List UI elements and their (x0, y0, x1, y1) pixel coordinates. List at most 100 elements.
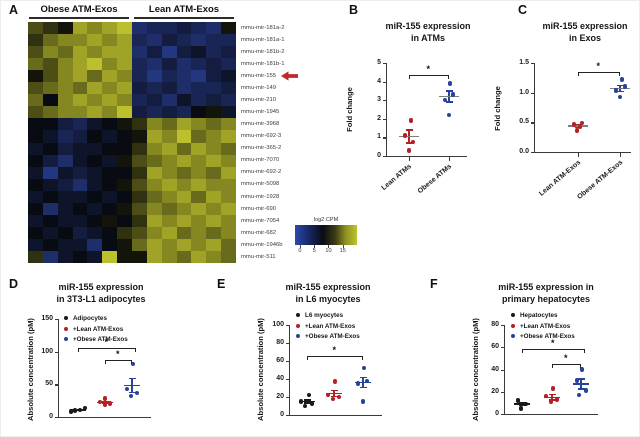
heatmap-cell (191, 214, 207, 228)
heatmap-row-label: mmu-mir-181a-2 (241, 24, 285, 31)
significance-bracket (522, 349, 585, 354)
heatmap-cell (72, 118, 88, 131)
heatmap-cell (132, 166, 148, 180)
heatmap-cell (117, 106, 133, 119)
colorbar-tick-label: 0 (298, 248, 302, 254)
heatmap-cell (221, 106, 237, 119)
error-bar-cap-top (359, 377, 367, 379)
mean-line (326, 392, 342, 395)
data-point (406, 148, 412, 153)
heatmap-cell (57, 250, 74, 264)
panel-c-title: miR-155 expression in Exos (490, 21, 639, 44)
x-axis-line (386, 156, 467, 158)
heatmap-cell (57, 238, 74, 252)
heatmap-cell (206, 214, 222, 228)
heatmap-cell (221, 118, 237, 131)
heatmap-cell (42, 214, 59, 228)
heatmap-cell (117, 34, 133, 47)
heatmap-cell (117, 202, 133, 216)
y-tick (285, 325, 289, 327)
heatmap-cell (146, 190, 163, 204)
heatmap-cell (102, 118, 118, 131)
x-group-label: Lean ATM-Exos (538, 159, 583, 198)
heatmap-cell (87, 238, 103, 252)
y-tick-label: 0.0 (519, 148, 529, 155)
y-tick (382, 137, 386, 139)
heatmap-cell (42, 190, 59, 204)
y-tick-label: 20 (276, 393, 284, 400)
heatmap-cell (161, 214, 178, 228)
panel-label-c: C (518, 3, 528, 17)
y-tick-label: 3 (377, 96, 381, 104)
heatmap-cell (102, 214, 118, 228)
heatmap-cell (28, 178, 44, 192)
heatmap-cell (87, 46, 103, 59)
heatmap-cell (28, 166, 44, 180)
colorbar-title: log2 CPM (313, 217, 339, 223)
heatmap-cell (57, 46, 74, 59)
y-tick (530, 63, 534, 65)
data-point (298, 399, 304, 404)
data-point (622, 84, 628, 90)
heatmap-cell (146, 238, 163, 252)
heatmap-cell (132, 106, 148, 119)
legend-label: +Obese ATM-Exos (520, 333, 575, 340)
heatmap-cell (221, 70, 237, 83)
y-tick (500, 369, 504, 371)
heatmap-group-lean-underline (134, 16, 234, 19)
heatmap-cell (206, 22, 222, 35)
heatmap-row-label: mmu-mir-1928 (241, 193, 280, 200)
heatmap-row-label: mmu-mir-210 (241, 97, 277, 104)
data-point (68, 409, 74, 415)
y-tick-label: 2 (377, 114, 381, 122)
mean-line (544, 396, 560, 399)
panel-b-title-line2: in ATMs (411, 32, 445, 43)
significance-bracket (78, 348, 136, 353)
heatmap-cell (132, 190, 148, 204)
y-axis-line (534, 63, 536, 153)
heatmap-cell (87, 118, 103, 131)
heatmap-cell (132, 22, 148, 35)
mean-line (299, 400, 315, 403)
heatmap-cell (221, 58, 237, 71)
y-tick-label: 4 (377, 77, 381, 85)
heatmap-cell (206, 202, 222, 216)
heatmap-cell (57, 82, 74, 95)
heatmap-cell (132, 82, 148, 95)
data-point (619, 77, 625, 82)
mean-line (514, 403, 530, 405)
heatmap-cell (87, 142, 103, 156)
heatmap-cell (146, 118, 163, 131)
data-point (361, 365, 367, 371)
heatmap-cell (57, 118, 74, 131)
heatmap-cell (146, 22, 163, 35)
y-tick-label: 0 (49, 413, 53, 420)
heatmap-cell (206, 82, 222, 95)
heatmap-cell (146, 34, 163, 47)
heatmap-cell (176, 34, 192, 47)
heatmap-cell (221, 214, 237, 228)
heatmap-cell (117, 238, 133, 252)
heatmap-cell (146, 250, 163, 264)
heatmap-cell (161, 130, 178, 143)
heatmap-cell (102, 22, 118, 35)
error-bar-cap-bottom (359, 386, 367, 388)
heatmap-cell (191, 142, 207, 156)
y-tick-label: 40 (491, 365, 499, 373)
significance-star: * (104, 337, 109, 348)
heatmap-cell (72, 166, 88, 180)
heatmap-cell (206, 190, 222, 204)
x-axis-line (289, 415, 382, 417)
significance-bracket (578, 71, 620, 76)
heatmap-cell (57, 70, 74, 83)
y-axis-line (289, 325, 291, 416)
heatmap-cell (206, 118, 222, 131)
heatmap-cell (191, 70, 207, 83)
heatmap-cell (206, 250, 222, 264)
heatmap-cell (132, 130, 148, 143)
error-bar-cap-bottom (445, 101, 453, 103)
heatmap-row-label: mmu-mir-692-2 (241, 169, 282, 176)
heatmap-cell (146, 178, 163, 192)
panel-d-title-line2: in 3T3-L1 adipocytes (56, 293, 146, 304)
error-bar-cap-bottom (405, 142, 413, 144)
